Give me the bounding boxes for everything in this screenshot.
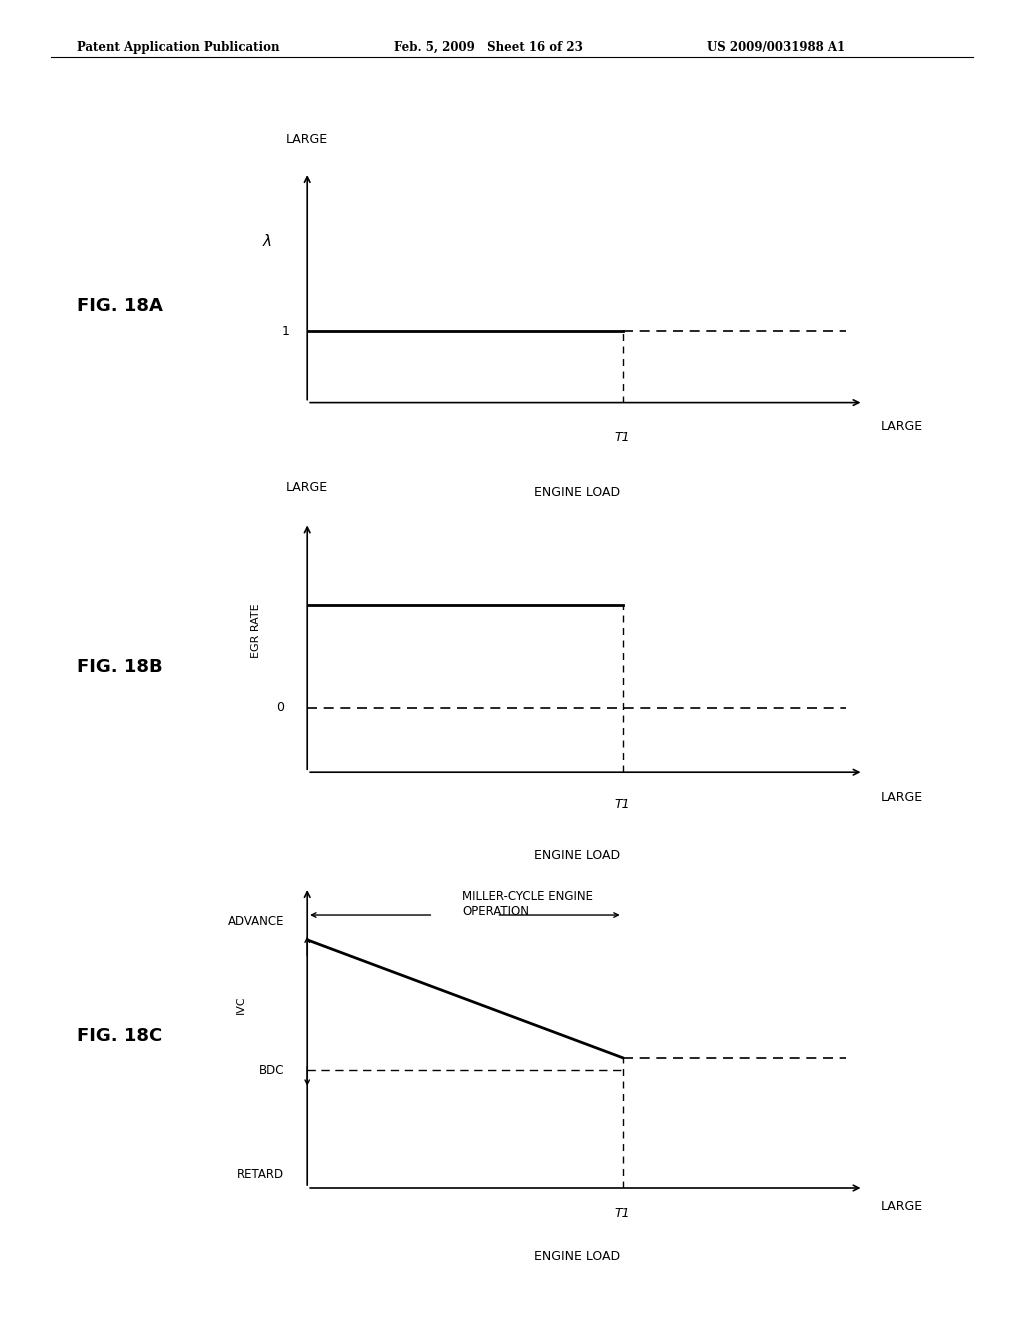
Text: LARGE: LARGE: [286, 482, 329, 494]
Text: ENGINE LOAD: ENGINE LOAD: [534, 1250, 620, 1263]
Text: LARGE: LARGE: [881, 420, 923, 433]
Text: 0: 0: [276, 701, 285, 714]
Text: FIG. 18C: FIG. 18C: [77, 1027, 162, 1045]
Text: T1: T1: [614, 797, 631, 810]
Text: BDC: BDC: [259, 1064, 285, 1077]
Text: Feb. 5, 2009   Sheet 16 of 23: Feb. 5, 2009 Sheet 16 of 23: [394, 41, 583, 54]
Text: FIG. 18A: FIG. 18A: [77, 297, 163, 315]
Text: MILLER-CYCLE ENGINE
OPERATION: MILLER-CYCLE ENGINE OPERATION: [462, 890, 593, 919]
Text: IVC: IVC: [237, 995, 246, 1014]
Text: ENGINE LOAD: ENGINE LOAD: [534, 850, 620, 862]
Text: Patent Application Publication: Patent Application Publication: [77, 41, 280, 54]
Text: LARGE: LARGE: [881, 792, 923, 804]
Text: US 2009/0031988 A1: US 2009/0031988 A1: [707, 41, 845, 54]
Text: 1: 1: [283, 325, 290, 338]
Text: ADVANCE: ADVANCE: [227, 915, 285, 928]
Text: RETARD: RETARD: [238, 1168, 285, 1180]
Text: T1: T1: [614, 432, 631, 444]
Text: EGR RATE: EGR RATE: [251, 603, 260, 657]
Text: FIG. 18B: FIG. 18B: [77, 657, 163, 676]
Text: LARGE: LARGE: [286, 133, 329, 147]
Text: λ: λ: [262, 234, 271, 248]
Text: LARGE: LARGE: [881, 1200, 923, 1213]
Text: ENGINE LOAD: ENGINE LOAD: [534, 486, 620, 499]
Text: T1: T1: [614, 1206, 631, 1220]
